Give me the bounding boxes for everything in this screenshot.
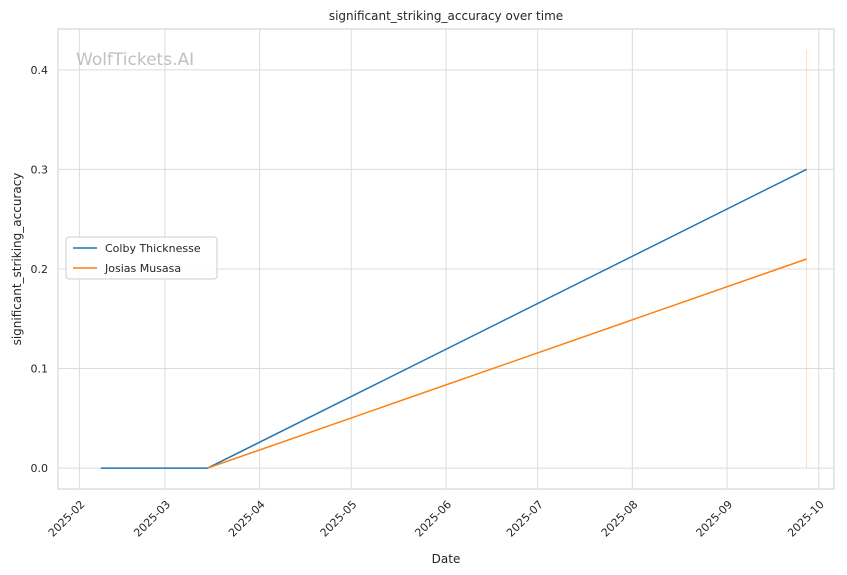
- legend: Colby Thicknesse Josias Musasa: [65, 236, 218, 280]
- legend-label: Josias Musasa: [104, 262, 181, 275]
- x-tick-label: 2025-09: [693, 498, 735, 540]
- y-axis-label: significant_striking_accuracy: [10, 173, 24, 346]
- x-tick-label: 2025-03: [131, 498, 173, 540]
- y-tick-label: 0.0: [31, 462, 49, 475]
- x-tick-label: 2025-02: [46, 498, 88, 540]
- x-axis-ticks: 2025-02 2025-03 2025-04 2025-05 2025-06 2025-…: [46, 498, 827, 540]
- x-tick-label: 2025-10: [785, 498, 827, 540]
- watermark-text: WolfTickets.AI: [76, 50, 194, 70]
- y-tick-label: 0.1: [31, 363, 49, 376]
- y-tick-label: 0.3: [31, 163, 49, 176]
- y-tick-label: 0.2: [31, 263, 49, 276]
- series-line-1: [207, 258, 807, 469]
- x-tick-label: 2025-04: [226, 498, 268, 540]
- x-axis-label: Date: [432, 552, 461, 566]
- legend-box: [65, 236, 218, 280]
- series-lines: [100, 49, 808, 469]
- y-axis-ticks: 0.0 0.1 0.2 0.3 0.4: [31, 64, 49, 475]
- y-tick-label: 0.4: [31, 64, 49, 77]
- x-tick-label: 2025-05: [318, 498, 360, 540]
- chart-title: significant_striking_accuracy over time: [329, 9, 563, 23]
- legend-label: Colby Thicknesse: [105, 242, 201, 255]
- x-tick-label: 2025-06: [412, 498, 454, 540]
- x-tick-label: 2025-07: [504, 498, 546, 540]
- x-tick-label: 2025-08: [599, 498, 641, 540]
